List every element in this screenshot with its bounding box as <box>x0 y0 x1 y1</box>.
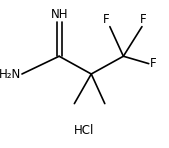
Text: F: F <box>150 57 156 70</box>
Text: F: F <box>140 13 147 26</box>
Text: H₂N: H₂N <box>0 67 21 81</box>
Text: HCl: HCl <box>74 124 95 137</box>
Text: F: F <box>103 13 110 26</box>
Text: NH: NH <box>50 8 68 21</box>
